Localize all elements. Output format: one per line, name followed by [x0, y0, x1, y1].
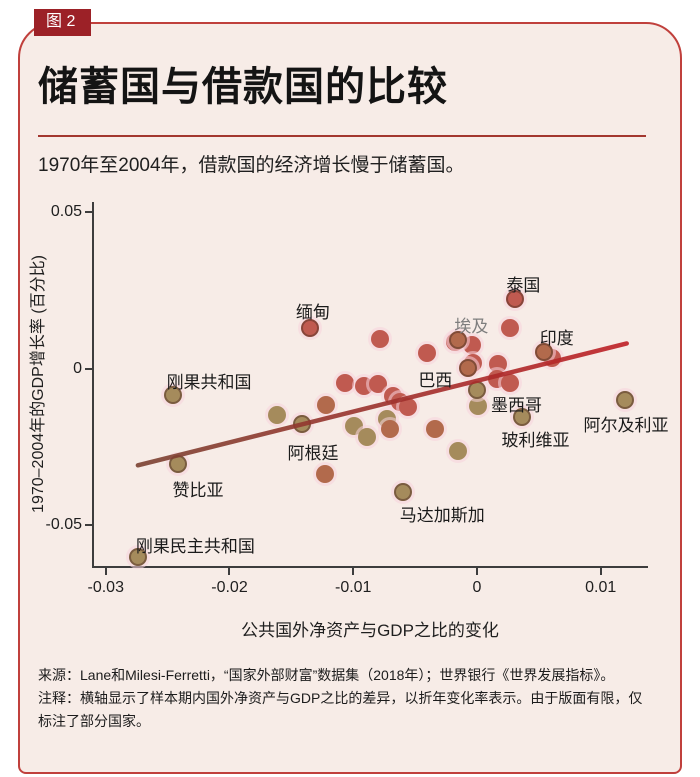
country-label: 缅甸	[295, 302, 330, 322]
y-tick-label: 0	[73, 359, 82, 377]
country-label: 阿尔及利亚	[583, 415, 669, 435]
country-label: 墨西哥	[490, 396, 542, 416]
data-point	[501, 318, 520, 337]
data-point	[469, 397, 488, 416]
x-axis-line	[92, 566, 648, 568]
data-point-阿根廷	[293, 415, 312, 434]
data-point-马达加斯加	[393, 483, 412, 502]
method-note: 注释：横轴显示了样本期内国外净资产与GDP之比的差异，以折年变化率表示。由于版面…	[38, 690, 643, 729]
data-point-刚果民主共和国	[128, 548, 147, 567]
data-point	[371, 329, 390, 348]
country-label: 阿根廷	[287, 444, 339, 464]
y-tick-label: 0.05	[50, 202, 82, 220]
y-tick-mark	[85, 210, 93, 213]
data-point	[501, 373, 520, 392]
figure-footer: 来源：Lane和Milesi-Ferretti，“国家外部财富”数据集（2018…	[38, 664, 650, 733]
country-label: 刚果共和国	[166, 372, 252, 392]
x-tick-label: -0.02	[211, 579, 248, 596]
x-tick-label: -0.01	[334, 579, 372, 596]
data-point-墨西哥	[467, 381, 486, 400]
y-axis-line	[92, 202, 94, 568]
title-divider	[38, 135, 646, 137]
country-label: 赞比亚	[172, 481, 224, 501]
country-label: 玻利维亚	[501, 431, 570, 451]
country-label: 印度	[539, 328, 574, 348]
country-label: 泰国	[506, 275, 541, 295]
data-point	[425, 420, 444, 439]
y-tick-mark	[85, 524, 93, 527]
data-point-赞比亚	[168, 455, 187, 474]
y-axis-title: 1970–2004年的GDP增长率 (百分比)	[30, 255, 47, 513]
y-tick-mark	[85, 367, 93, 370]
data-point	[267, 405, 286, 424]
country-label: 马达加斯加	[399, 506, 485, 526]
data-point-泰国	[506, 289, 525, 308]
data-point-缅甸	[300, 318, 319, 337]
data-point	[418, 344, 437, 363]
x-tick-mark	[104, 568, 107, 575]
data-point	[357, 428, 376, 447]
data-point	[449, 442, 468, 461]
data-point	[317, 395, 335, 414]
data-point-巴西	[459, 358, 478, 377]
country-label: 埃及	[454, 316, 489, 336]
x-tick-label: 0.01	[585, 579, 617, 596]
data-point	[315, 465, 334, 484]
x-tick-mark	[228, 568, 231, 575]
x-tick-mark	[352, 568, 355, 575]
source-note: 来源：Lane和Milesi-Ferretti，“国家外部财富”数据集（2018…	[38, 667, 615, 683]
data-point	[398, 398, 417, 417]
country-label: 刚果民主共和国	[135, 537, 255, 557]
figure-title: 储蓄国与借款国的比较	[38, 65, 448, 109]
x-tick-mark	[599, 568, 602, 575]
x-tick-label: -0.03	[87, 579, 124, 596]
x-tick-mark	[475, 568, 478, 575]
x-tick-label: 0	[472, 579, 482, 596]
country-label: 巴西	[418, 370, 453, 390]
y-tick-label: -0.05	[45, 516, 82, 534]
data-point	[335, 373, 354, 392]
data-point-阿尔及利亚	[616, 390, 635, 409]
data-point	[381, 420, 400, 439]
data-point	[368, 374, 387, 393]
x-axis-title: 公共国外净资产与GDP之比的变化	[241, 621, 499, 640]
figure-subtitle: 1970年至2004年，借款国的经济增长慢于储蓄国。	[38, 155, 465, 176]
figure-badge: 图 2	[34, 9, 92, 36]
